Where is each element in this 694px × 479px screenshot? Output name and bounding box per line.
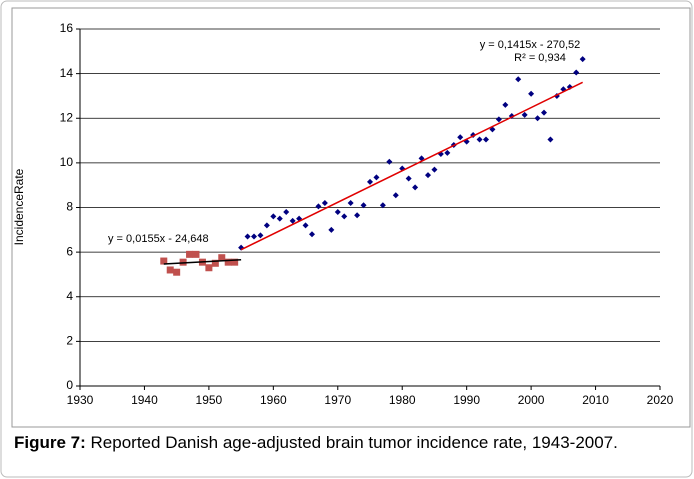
- point: [257, 232, 264, 239]
- trend-equation: y = 0,1415x - 270,52: [480, 39, 581, 51]
- trendline: [163, 258, 242, 265]
- y-tick-label: 16: [60, 21, 74, 35]
- point: [276, 215, 283, 222]
- x-tick-label: 2020: [647, 393, 674, 407]
- y-axis-label: IncidenceRate: [12, 168, 26, 245]
- point: [541, 109, 547, 116]
- point: [521, 111, 528, 118]
- point: [173, 268, 181, 276]
- point: [328, 226, 335, 233]
- point: [373, 174, 380, 181]
- point: [205, 264, 213, 272]
- trendline: [240, 81, 583, 251]
- point: [502, 101, 509, 108]
- point: [334, 208, 341, 215]
- point: [534, 115, 541, 122]
- point: [425, 172, 431, 179]
- point: [515, 76, 522, 83]
- caption: Figure 7: Reported Danish age-adjusted b…: [14, 432, 674, 453]
- point: [483, 136, 489, 143]
- y-tick-label: 6: [66, 244, 73, 258]
- point: [244, 233, 251, 240]
- point: [283, 208, 290, 215]
- point: [476, 136, 483, 143]
- point: [392, 192, 399, 199]
- point: [218, 254, 226, 262]
- point: [528, 90, 535, 97]
- point: [231, 258, 239, 266]
- point: [405, 175, 412, 182]
- x-tick-label: 2010: [582, 393, 609, 407]
- point: [321, 200, 328, 207]
- point: [495, 116, 502, 123]
- point: [360, 202, 367, 209]
- point: [573, 69, 580, 76]
- x-tick-label: 1940: [131, 393, 158, 407]
- point: [289, 217, 296, 224]
- point: [309, 231, 315, 238]
- y-tick-label: 14: [60, 66, 74, 80]
- point: [166, 266, 174, 274]
- y-tick-label: 8: [66, 200, 73, 214]
- point: [315, 203, 322, 210]
- point: [354, 212, 361, 219]
- point: [251, 233, 257, 240]
- point: [224, 258, 232, 266]
- x-tick-label: 1980: [389, 393, 416, 407]
- x-tick-label: 2000: [518, 393, 545, 407]
- point: [386, 158, 393, 165]
- y-tick-label: 10: [60, 155, 74, 169]
- y-tick-label: 4: [66, 289, 73, 303]
- trend-equation: y = 0,0155x - 24,648: [108, 233, 209, 245]
- r-squared: R² = 0,934: [514, 52, 566, 64]
- point: [431, 166, 438, 173]
- x-tick-label: 1970: [324, 393, 351, 407]
- caption-text: Reported Danish age-adjusted brain tumor…: [90, 433, 618, 452]
- point: [379, 202, 386, 209]
- point: [579, 56, 586, 63]
- point: [160, 257, 168, 265]
- point: [302, 222, 309, 229]
- point: [192, 250, 200, 258]
- point: [457, 134, 464, 141]
- point: [412, 184, 419, 191]
- point: [270, 213, 277, 220]
- point: [263, 222, 270, 229]
- caption-label: Figure 7:: [14, 433, 86, 452]
- point: [547, 136, 554, 143]
- point: [347, 200, 354, 207]
- point: [186, 250, 194, 258]
- point: [341, 213, 348, 220]
- point: [367, 178, 373, 185]
- y-tick-label: 2: [66, 334, 73, 348]
- y-tick-label: 12: [60, 110, 74, 124]
- chart-frame: [11, 7, 691, 428]
- y-tick-label: 0: [66, 378, 73, 392]
- x-tick-label: 1950: [196, 393, 223, 407]
- point: [211, 259, 219, 267]
- x-tick-label: 1930: [67, 393, 94, 407]
- x-tick-label: 1990: [453, 393, 480, 407]
- x-tick-label: 1960: [260, 393, 287, 407]
- point: [444, 149, 451, 156]
